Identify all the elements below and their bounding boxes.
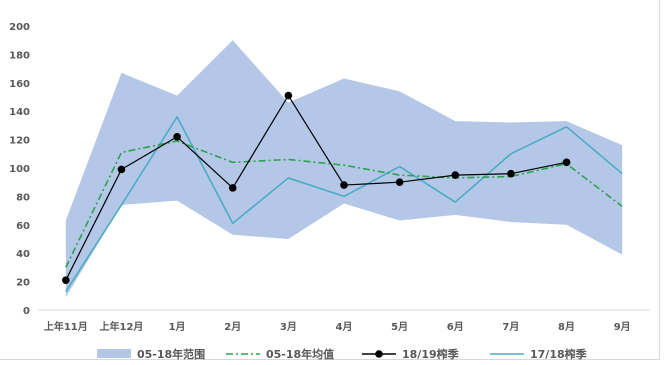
data-point (562, 158, 571, 167)
range-band-layer (65, 40, 623, 298)
data-point (284, 91, 293, 100)
legend-marker (375, 350, 383, 358)
x-tick-label: 4月 (336, 321, 353, 333)
y-tick-label: 0 (23, 306, 30, 317)
y-tick-label: 100 (9, 164, 30, 175)
legend-item-0: 05-18年范围 (97, 347, 205, 361)
data-point (340, 181, 348, 189)
x-tick-label: 7月 (502, 321, 519, 333)
series-2 (62, 91, 571, 284)
legend-swatch (97, 349, 131, 358)
legend-label: 17/18榨季 (530, 347, 588, 361)
legend-label: 05-18年均值 (266, 347, 334, 361)
x-tick-label: 5月 (391, 321, 408, 333)
data-point (173, 132, 181, 141)
data-point (117, 165, 126, 174)
legend-item-3: 17/18榨季 (490, 347, 588, 361)
y-tick-label: 60 (16, 221, 30, 232)
series-1 (65, 140, 623, 268)
x-tick-label: 上年12月 (99, 320, 143, 333)
y-tick-label: 80 (16, 192, 30, 203)
series-line (65, 94, 567, 281)
legend: 05-18年范围 05-18年均值 18/19榨季 17/18榨季 (97, 347, 588, 361)
data-point (507, 169, 515, 178)
x-tick-label: 1月 (169, 321, 186, 333)
x-tick-label: 2月 (224, 321, 241, 333)
legend-label: 05-18年范围 (137, 347, 205, 361)
legend-item-1: 05-18年均值 (226, 347, 334, 361)
y-tick-label: 180 (9, 50, 30, 61)
legend-item-2: 18/19榨季 (362, 347, 460, 361)
data-point (451, 171, 460, 179)
y-tick-label: 40 (16, 249, 30, 260)
x-tick-label: 上年11月 (44, 320, 88, 333)
y-tick-label: 120 (9, 136, 30, 147)
chart-frame (0, 0, 660, 360)
range-band (65, 40, 623, 298)
data-point (395, 178, 404, 186)
series-line (65, 140, 623, 268)
axes: 0 20 40 60 80 100 120 140 160 180 200 上年11月 上年12月 1月 2… (9, 22, 650, 333)
y-tick-label: 140 (9, 107, 30, 118)
y-tick-label: 160 (9, 79, 30, 90)
data-point (62, 276, 70, 284)
x-tick-label: 9月 (614, 321, 631, 333)
y-tick-label: 20 (16, 278, 30, 289)
y-tick-label: 200 (9, 22, 30, 33)
x-tick-label: 3月 (280, 321, 297, 333)
series-layer (62, 91, 623, 292)
series-line (65, 116, 623, 292)
data-point (228, 184, 237, 192)
series-3 (65, 116, 623, 292)
legend-label: 18/19榨季 (402, 347, 460, 361)
x-tick-label: 6月 (447, 321, 464, 333)
x-tick-label: 8月 (558, 321, 575, 333)
